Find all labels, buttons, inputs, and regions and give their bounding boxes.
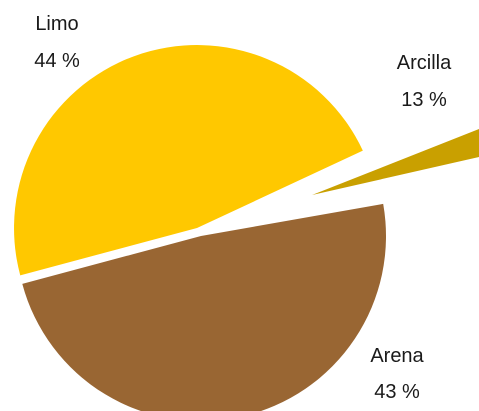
slice-label-category: Limo: [35, 13, 78, 35]
pie-slices: [14, 45, 479, 411]
label-arena: Arena 43 %: [370, 345, 424, 403]
label-limo: Limo 44 %: [34, 13, 80, 72]
pie-slice-limo: [14, 45, 363, 276]
pie-slice-arcilla: [312, 129, 479, 195]
pie-slice-arena: [22, 203, 386, 411]
slice-label-category: Arcilla: [397, 52, 452, 74]
slice-label-percent: 44 %: [34, 50, 80, 72]
slice-label-percent: 13 %: [401, 89, 447, 111]
label-arcilla: Arcilla 13 %: [397, 52, 452, 111]
slice-label-percent: 43 %: [374, 381, 420, 403]
slice-label-category: Arena: [370, 345, 424, 367]
